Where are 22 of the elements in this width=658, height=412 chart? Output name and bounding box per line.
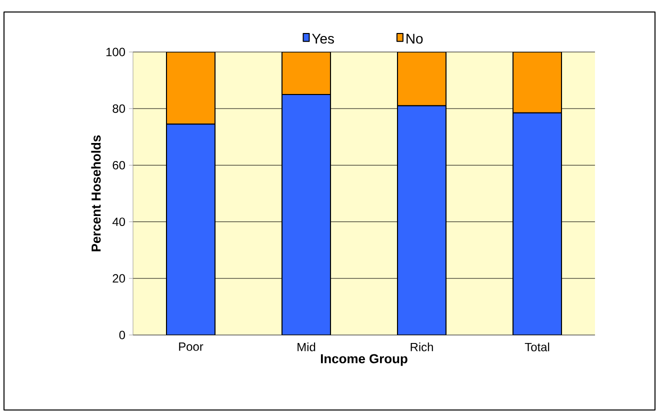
bar	[397, 52, 447, 106]
bar	[166, 124, 216, 335]
legend-label: Yes	[312, 34, 334, 44]
y-tick-label: 80	[112, 104, 126, 113]
y-tick-label: 20	[112, 274, 126, 283]
bar	[397, 105, 447, 335]
bar	[282, 52, 332, 95]
x-axis-title: Income Group	[320, 354, 408, 366]
bar	[512, 112, 562, 335]
legend-label: No	[406, 34, 423, 44]
x-tick-label: Mid	[298, 342, 316, 352]
bar	[512, 52, 562, 114]
y-tick-label: 100	[106, 48, 126, 56]
x-tick-label: Poor	[179, 342, 204, 351]
x-tick-label: Rich	[410, 342, 433, 352]
y-axis-title: Percent Hoseholds	[91, 135, 101, 252]
bar	[282, 94, 332, 335]
y-tick-label: 60	[112, 160, 126, 170]
y-tick-label: 40	[112, 218, 126, 226]
y-tick-label: 0	[119, 330, 126, 340]
x-tick-label: Total	[524, 342, 550, 352]
bar	[166, 52, 216, 125]
